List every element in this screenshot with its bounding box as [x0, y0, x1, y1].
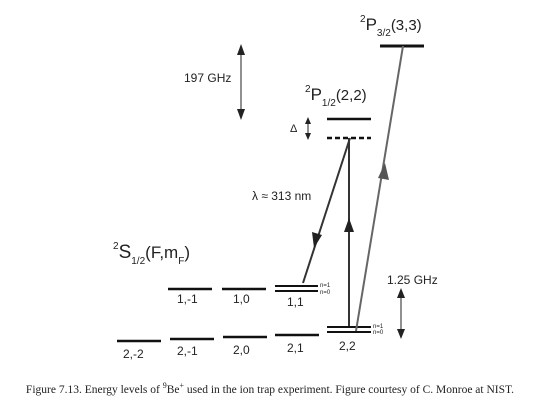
level-label: 2,-1 — [177, 344, 198, 358]
hyperfine-label: 1.25 GHz — [387, 273, 438, 287]
level-label: 1,1 — [287, 295, 304, 309]
level-label: 2,-2 — [123, 347, 144, 361]
hyperfine-arrow — [397, 288, 405, 339]
motional-label: n=0 — [320, 290, 331, 296]
detuning-arrow — [305, 117, 311, 140]
cycling-beam-arrow — [355, 45, 404, 332]
motional-label: n=0 — [373, 330, 384, 336]
level-label: 1,0 — [233, 292, 250, 306]
level-label: 1,-1 — [177, 292, 198, 306]
wavelength-label: λ ≈ 313 nm — [252, 189, 311, 203]
level-label: 2,1 — [287, 341, 304, 355]
raman-arrow-up — [344, 138, 354, 326]
p12-level-label: 2P1/2(2,2) — [305, 84, 367, 109]
detuning-label: Δ — [290, 123, 298, 135]
energy-level-diagram: 197 GHz 2P3/2(3,3) 2P1/2(2,2) Δ λ ≈ 313 … — [113, 14, 438, 361]
p32-level-label: 2P3/2(3,3) — [360, 14, 422, 39]
level-label: 2,2 — [339, 339, 356, 353]
fine-structure-label: 197 GHz — [184, 71, 231, 85]
raman-arrow-down — [302, 137, 351, 284]
fine-structure-arrow — [237, 44, 245, 120]
ground-state-label: 2S1/2(F,mF) — [113, 241, 190, 267]
motional-label: n=1 — [373, 324, 384, 330]
motional-label: n=1 — [320, 283, 331, 289]
figure-caption: Figure 7.13. Energy levels of 9Be+ used … — [25, 381, 515, 396]
level-label: 2,0 — [233, 343, 250, 357]
